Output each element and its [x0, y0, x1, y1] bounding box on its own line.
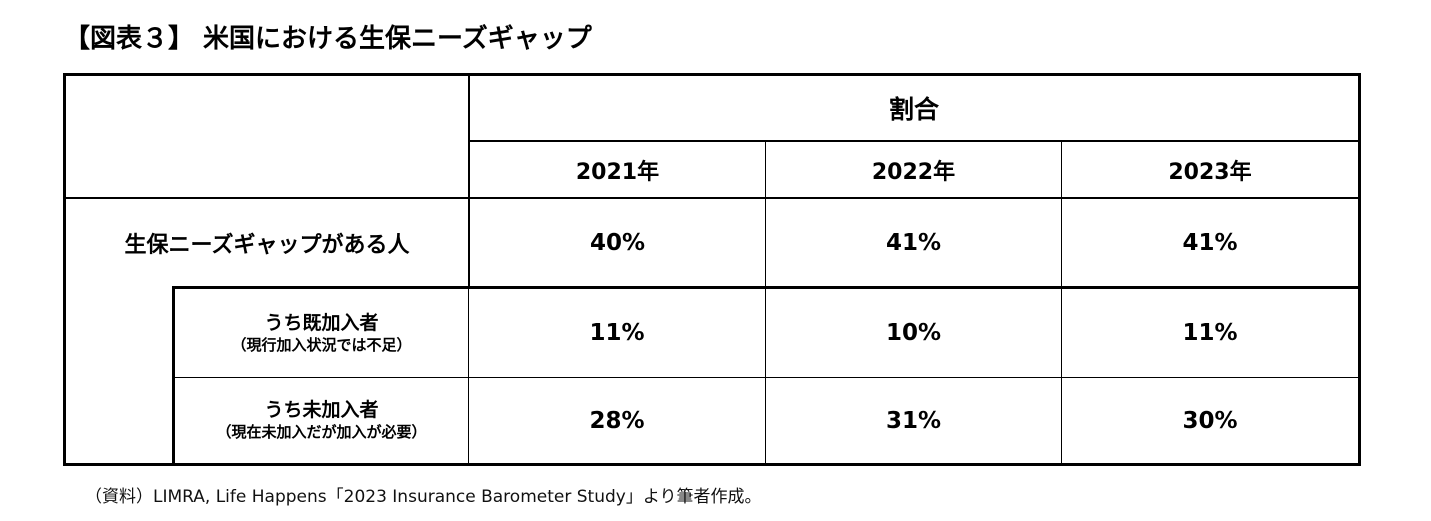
divider-line	[1061, 140, 1062, 463]
value-cell: 31%	[885, 407, 942, 434]
value-cell: 40%	[589, 229, 646, 256]
value-cell: 41%	[885, 229, 942, 256]
row-label: うち既加入者 （現行加入状況では不足）	[175, 289, 468, 377]
value-cell: 11%	[1182, 320, 1238, 346]
value-cell: 10%	[885, 320, 942, 346]
row-label-main: うち既加入者	[264, 311, 379, 334]
divider-line	[468, 286, 469, 463]
page-title: 【図表３】 米国における生保ニーズギャップ	[64, 24, 592, 54]
row-label-note: （現在未加入だが加入が必要）	[216, 423, 427, 441]
divider-line	[172, 286, 175, 463]
needs-gap-table: 割合 2021年 2022年 2023年 生保ニーズギャップがある人 40% 4…	[63, 73, 1361, 466]
group-header: 割合	[888, 95, 939, 124]
divider-line	[468, 140, 1358, 142]
source-note: （資料）LIMRA, Life Happens「2023 Insurance B…	[85, 487, 762, 507]
divider-line	[172, 286, 1358, 289]
year-header: 2022年	[871, 159, 956, 185]
divider-line	[468, 76, 470, 286]
value-cell: 30%	[1182, 407, 1238, 434]
year-header: 2021年	[575, 159, 660, 185]
row-label-note: （現行加入状況では不足）	[231, 335, 412, 354]
value-cell: 11%	[589, 320, 645, 346]
row-label: 生保ニーズギャップがある人	[124, 232, 410, 258]
divider-line	[172, 377, 1358, 378]
row-label: うち未加入者 （現在未加入だが加入が必要）	[175, 378, 468, 463]
value-cell: 41%	[1182, 229, 1238, 256]
year-header: 2023年	[1168, 159, 1252, 185]
value-cell: 28%	[589, 407, 645, 434]
divider-line	[66, 197, 1358, 199]
row-label-main: うち未加入者	[264, 399, 379, 422]
divider-line	[765, 140, 766, 463]
